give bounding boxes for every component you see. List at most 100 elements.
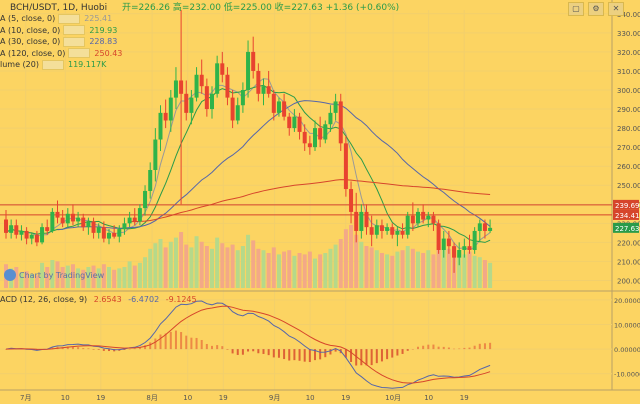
volume-bar	[112, 269, 117, 288]
legend-toggle[interactable]	[63, 36, 86, 47]
legend-value: 228.83	[89, 37, 118, 47]
candle-body	[34, 234, 39, 243]
candle-body	[189, 97, 194, 113]
macd-histogram-bar	[138, 347, 141, 350]
macd-histogram-bar	[211, 345, 213, 350]
volume-bar	[441, 247, 446, 288]
candle-body	[302, 131, 307, 144]
macd-histogram-bar	[314, 349, 316, 361]
candle-body	[65, 213, 70, 224]
macd-value-3: -9.1245	[165, 295, 197, 304]
close-icon[interactable]: ✕	[608, 2, 624, 16]
macd-tick-label: 10.00000	[614, 322, 640, 330]
macd-histogram-bar	[262, 349, 265, 354]
volume-bar	[19, 272, 24, 288]
volume-bar	[400, 250, 405, 288]
volume-bar	[81, 269, 86, 288]
candle-body	[107, 232, 111, 239]
candle-body	[29, 234, 34, 239]
price-tick-label: 260.00	[617, 163, 640, 171]
macd-histogram-bar	[159, 334, 162, 350]
volume-bar	[379, 253, 384, 288]
candle-body	[261, 86, 266, 94]
macd-histogram-bar	[427, 344, 430, 350]
volume-bar	[86, 267, 91, 288]
volume-bar	[168, 241, 173, 288]
indicator-legend: A (5, close, 0) 225.41 A (10, close, 0) 219…	[0, 13, 122, 71]
candle-body	[318, 128, 323, 140]
candle-body	[313, 128, 317, 148]
volume-bar	[467, 251, 472, 288]
macd-histogram-bar	[396, 349, 399, 356]
macd-histogram-bar	[489, 342, 492, 350]
candle-body	[307, 143, 312, 148]
volume-bar	[158, 239, 163, 288]
macd-histogram-bar	[370, 349, 373, 366]
volume-bar	[96, 268, 101, 288]
candle-body	[235, 105, 240, 121]
legend-toggle[interactable]	[58, 13, 81, 24]
volume-bar	[251, 240, 256, 288]
candle-body	[40, 227, 45, 243]
volume-bar	[343, 229, 348, 288]
macd-histogram-bar	[437, 346, 440, 350]
volume-bar	[323, 253, 328, 288]
legend-value: 225.41	[84, 14, 113, 24]
macd-histogram-bar	[324, 349, 327, 358]
macd-histogram-bar	[200, 339, 203, 350]
macd-histogram-bar	[344, 349, 347, 358]
volume-bar	[127, 261, 132, 288]
chart-toolbar: ▢ ⚙ ✕	[568, 2, 624, 16]
macd-value-1: 2.6543	[93, 295, 122, 304]
macd-histogram-bar	[216, 345, 219, 350]
macd-histogram-bar	[66, 346, 69, 350]
macd-label: ACD (12, 26, close, 9)	[0, 295, 88, 304]
volume-bar	[287, 250, 292, 288]
candle-body	[416, 211, 420, 224]
legend-toggle[interactable]	[41, 59, 64, 70]
macd-histogram-bar	[267, 349, 270, 356]
candle-body	[354, 211, 359, 231]
candle-body	[477, 223, 482, 231]
legend-label: A (10, close, 0)	[0, 25, 61, 35]
candle-body	[472, 230, 477, 250]
volume-bar	[70, 264, 75, 288]
legend-row: A (10, close, 0) 219.93	[0, 25, 122, 37]
volume-bar	[179, 232, 184, 288]
macd-histogram-bar	[283, 349, 286, 360]
legend-toggle[interactable]	[63, 25, 86, 36]
candle-body	[282, 101, 287, 117]
candle-body	[45, 227, 50, 231]
volume-bar	[76, 268, 81, 288]
legend-value: 119.117K	[67, 60, 107, 70]
volume-bar	[235, 250, 240, 288]
candle-body	[19, 230, 24, 235]
volume-bar	[385, 254, 390, 288]
tradingview-badge[interactable]: Chart by TradingView	[4, 269, 104, 281]
candle-body	[220, 63, 225, 75]
price-tick-label: 220.00	[617, 239, 640, 247]
macd-histogram-bar	[221, 346, 224, 350]
candle-body	[158, 112, 163, 140]
candle-body	[328, 112, 333, 125]
candle-body	[462, 246, 467, 250]
price-label-box	[613, 199, 639, 210]
candle-body	[436, 223, 441, 250]
legend-toggle[interactable]	[68, 48, 91, 59]
candle-body	[379, 225, 384, 231]
settings-icon[interactable]: ⚙	[588, 2, 604, 16]
time-axis-label: 10	[61, 394, 70, 402]
price-tick-label: 330.00	[617, 30, 640, 38]
collapse-icon[interactable]: ▢	[568, 2, 584, 16]
price-tick-label: 320.00	[617, 49, 640, 57]
volume-bar	[390, 255, 395, 288]
volume-bar	[184, 244, 189, 288]
macd-histogram-bar	[422, 345, 425, 350]
volume-bar	[107, 267, 111, 288]
volume-bar	[333, 244, 338, 288]
candle-body	[364, 211, 369, 228]
candle-body	[276, 101, 281, 113]
candle-body	[55, 211, 60, 218]
